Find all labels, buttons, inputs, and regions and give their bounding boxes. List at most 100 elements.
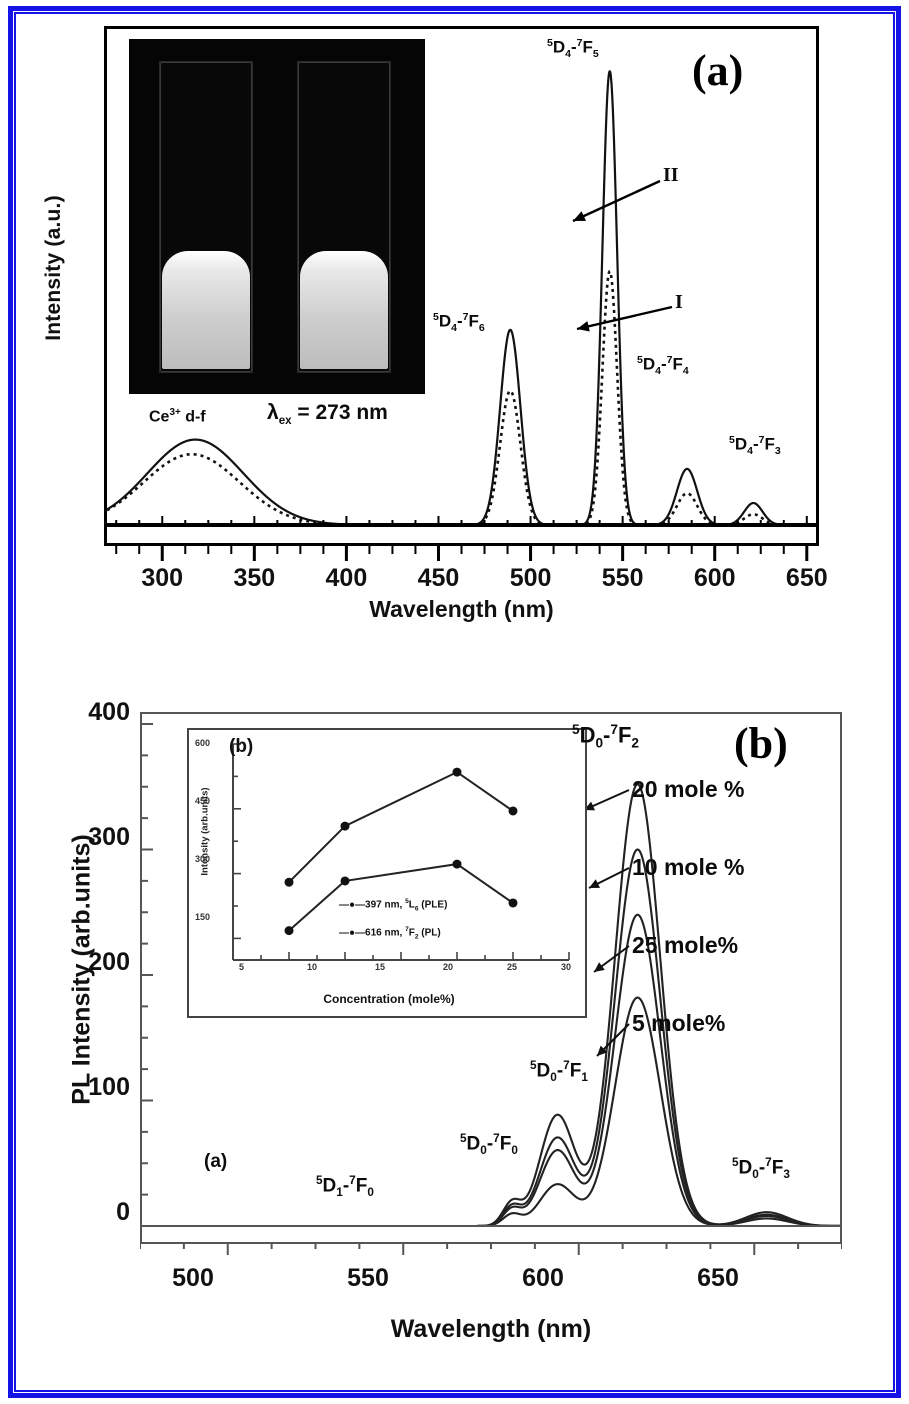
panel-b-curve-5-mole- bbox=[142, 996, 840, 1228]
panel-a-spectrum-svg bbox=[107, 70, 816, 527]
panel-b-ytick-100: 100 bbox=[88, 1073, 130, 1101]
cuvette-left-emission bbox=[162, 251, 250, 369]
legend-0-sub: 6 bbox=[414, 905, 419, 913]
inset-ytick-300: 300 bbox=[195, 854, 211, 864]
panel-b-leader-5-head bbox=[597, 1045, 608, 1056]
panel-a: Intensity (a.u.) (a) Ce3+ d-f bbox=[22, 18, 887, 658]
b4-sub2: 3 bbox=[783, 1168, 790, 1182]
panel-b-inset-label: (b) bbox=[229, 736, 254, 757]
panel-b-spectrum-svg bbox=[142, 723, 840, 1228]
t2-pre2: 7 bbox=[666, 354, 673, 366]
panel-a-transition-label-2: 5D4-7F4 bbox=[637, 354, 689, 377]
t3-main: D bbox=[734, 434, 748, 454]
inset-marker bbox=[284, 877, 294, 887]
inset-xtick-10: 10 bbox=[307, 962, 318, 972]
legend-0-suffix: (PLE) bbox=[418, 899, 448, 911]
b1-sub2: 0 bbox=[511, 1144, 518, 1158]
panel-b-x-axis: 500 550 600 650 bbox=[139, 1242, 843, 1302]
legend-0-sup: 5 bbox=[405, 898, 409, 905]
panel-a-xtick-550: 550 bbox=[601, 564, 644, 592]
inset-xtick-15: 15 bbox=[375, 962, 386, 972]
inset-xtick-20: 20 bbox=[443, 962, 454, 972]
panel-b-conc-label-2: 25 mole% bbox=[632, 932, 739, 958]
legend-1-sub: 2 bbox=[414, 933, 419, 941]
b0-main: D bbox=[322, 1175, 337, 1197]
b1-pre2: 7 bbox=[493, 1132, 500, 1145]
ce-transition: d-f bbox=[180, 408, 206, 426]
panel-a-transition-label-0: 5D4-7F6 bbox=[433, 311, 485, 334]
panel-a-transition-label-3: 5D4-7F3 bbox=[729, 434, 781, 457]
b3-sub2: 2 bbox=[631, 735, 639, 751]
legend-0-dash-marker: —●— bbox=[339, 899, 366, 911]
panel-a-ce-note: Ce3+ d-f bbox=[149, 407, 206, 426]
t2-main: D bbox=[642, 354, 656, 374]
panel-a-xtick-450: 450 bbox=[417, 564, 460, 592]
b2-pre2: 7 bbox=[563, 1059, 570, 1072]
panel-a-plot-area: (a) Ce3+ d-f λex = 273 nm 5D4-7F6 5D4-7F… bbox=[104, 26, 819, 546]
legend-1-suffix: (PL) bbox=[418, 927, 441, 939]
inset-ytick-450: 450 bbox=[195, 796, 211, 806]
t0-dash: - bbox=[457, 311, 463, 331]
panel-b-x-axis-label: Wavelength (nm) bbox=[390, 1315, 592, 1343]
panel-b-x-axis-ticks bbox=[139, 1242, 843, 1255]
t0-pre2: 7 bbox=[462, 311, 469, 323]
panel-a-arrow-i-head bbox=[577, 321, 590, 332]
t0-pre: 5 bbox=[433, 311, 439, 323]
inset-ytick-150: 150 bbox=[195, 912, 211, 922]
panel-b-xtick-550: 550 bbox=[347, 1264, 389, 1292]
b2-sub2: 1 bbox=[581, 1071, 588, 1085]
panel-b-transition-label-2: 5D0-7F1 bbox=[530, 1059, 588, 1084]
panel-b-xtick-650: 650 bbox=[697, 1264, 739, 1292]
figure-inner-border bbox=[14, 12, 895, 1392]
legend-1-dash-marker: —●— bbox=[339, 927, 366, 939]
inset-xtick-5: 5 bbox=[239, 962, 245, 972]
panel-b-xtick-500: 500 bbox=[172, 1264, 214, 1292]
panel-a-xtick-400: 400 bbox=[325, 564, 368, 592]
panel-b-leader-10-head bbox=[589, 879, 600, 888]
panel-a-xtick-500: 500 bbox=[509, 564, 552, 592]
panel-a-photo-inset bbox=[129, 39, 425, 394]
b0-sub: 1 bbox=[336, 1186, 343, 1200]
panel-a-x-axis-ticks bbox=[115, 546, 809, 561]
panel-b-ytick-200: 200 bbox=[88, 948, 130, 976]
inset-marker bbox=[340, 876, 350, 886]
panel-b-inset-legend-entry-1: —●—616 nm, 7F2 (PL) bbox=[339, 926, 441, 940]
panel-b-leader-25-head bbox=[594, 962, 605, 972]
b1-pre: 5 bbox=[460, 1132, 467, 1145]
legend-1-term: F bbox=[408, 927, 415, 939]
panel-a-y-axis-label: Intensity (a.u.) bbox=[42, 195, 65, 341]
panel-b-inset-y-label: Intensity (arb.units) bbox=[199, 787, 211, 876]
panel-b-inset: (b) Intensity (arb.units) Concentration … bbox=[187, 728, 587, 1018]
b2-pre: 5 bbox=[530, 1059, 537, 1072]
lambda-value: = 273 nm bbox=[291, 401, 388, 424]
panel-a-xtick-350: 350 bbox=[233, 564, 276, 592]
cuvette-left-rim bbox=[160, 62, 252, 372]
b4-dash: - bbox=[758, 1157, 766, 1179]
legend-0-term: L bbox=[408, 899, 415, 911]
b1-dash: - bbox=[486, 1133, 494, 1155]
panel-b-transition-label-3: 5D0-7F2 bbox=[572, 722, 639, 751]
panel-b-ytick-300: 300 bbox=[88, 823, 130, 851]
t0-main: D bbox=[438, 311, 452, 331]
inset-ytick-600: 600 bbox=[195, 738, 211, 748]
cuvette-right-rim bbox=[298, 62, 390, 372]
panel-a-curve-label-i: I bbox=[675, 291, 683, 313]
cuvette-right bbox=[297, 61, 391, 373]
t0-main2: F bbox=[468, 311, 479, 331]
ce-charge: 3+ bbox=[169, 407, 181, 418]
t0-sub: 4 bbox=[451, 322, 457, 335]
t3-sub2: 3 bbox=[774, 445, 781, 458]
b0-pre2: 7 bbox=[349, 1174, 356, 1187]
panel-b: PL Intensity (arb.units) 400 300 200 100… bbox=[22, 690, 887, 1380]
b4-pre2: 7 bbox=[765, 1156, 772, 1169]
panel-a-arrow-ii-head bbox=[573, 211, 586, 221]
panel-b-transition-label-1: 5D0-7F0 bbox=[460, 1132, 518, 1157]
cuvette-right-emission bbox=[300, 251, 388, 369]
t1-sub2: 5 bbox=[592, 48, 599, 61]
t2-pre: 5 bbox=[637, 354, 643, 366]
b0-dash: - bbox=[342, 1175, 350, 1197]
lambda-symbol: λ bbox=[267, 401, 279, 424]
panel-b-conc-label-0: 20 mole % bbox=[632, 776, 745, 802]
panel-a-arrow-i bbox=[576, 305, 673, 331]
